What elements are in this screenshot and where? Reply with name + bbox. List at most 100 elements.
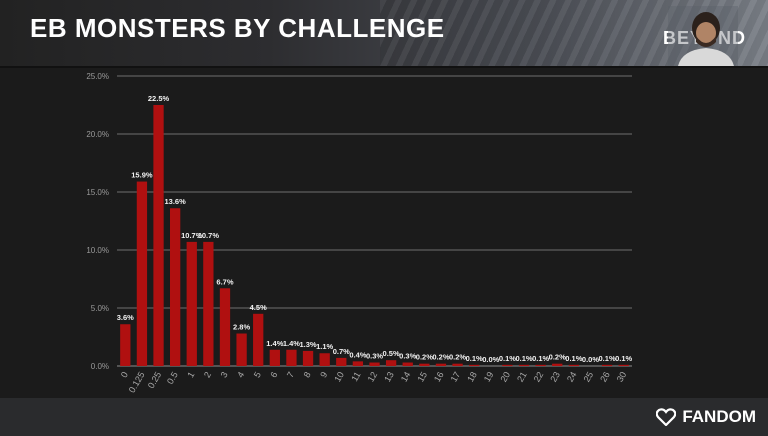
x-tick-label: 22 — [532, 370, 546, 384]
x-tick-label: 21 — [515, 370, 529, 384]
x-tick-label: 7 — [285, 370, 296, 379]
bar — [253, 313, 264, 366]
x-tick-label: 18 — [465, 370, 479, 384]
bar — [601, 364, 613, 366]
data-label: 1.4% — [283, 339, 300, 348]
data-label: 0.1% — [515, 354, 532, 363]
data-label: 1.1% — [316, 342, 333, 351]
bar — [618, 364, 629, 366]
slide-header: EB MONSTERS BY CHALLENGE BEYOND — [0, 0, 768, 68]
x-tick-label: 1 — [185, 370, 196, 379]
bar — [452, 363, 463, 366]
bar — [435, 363, 447, 366]
bar — [302, 350, 314, 366]
heart-icon — [656, 408, 677, 426]
data-label: 22.5% — [148, 94, 170, 103]
bar — [419, 363, 430, 366]
data-label: 15.9% — [131, 171, 153, 180]
data-label: 0.5% — [383, 349, 400, 358]
data-label: 13.6% — [165, 197, 187, 206]
data-label: 0.7% — [333, 347, 350, 356]
presenter-webcam — [668, 6, 738, 66]
bar — [502, 364, 513, 366]
data-label: 0.1% — [499, 354, 516, 363]
data-label: 0.0% — [582, 355, 599, 364]
y-tick-label: 20.0% — [86, 130, 109, 139]
data-label: 6.7% — [216, 277, 233, 286]
x-tick-label: 26 — [598, 370, 612, 384]
bar — [535, 364, 546, 366]
y-tick-label: 0.0% — [91, 362, 109, 371]
bar — [352, 361, 364, 366]
x-tick-label: 8 — [302, 370, 313, 379]
x-tick-label: 0.5 — [165, 370, 180, 386]
y-tick-label: 15.0% — [86, 188, 109, 197]
bar — [203, 241, 214, 366]
x-tick-label: 23 — [548, 370, 562, 384]
x-tick-label: 13 — [382, 370, 396, 384]
x-tick-label: 2 — [202, 370, 213, 379]
x-tick-label: 20 — [498, 370, 512, 384]
data-label: 0.0% — [482, 355, 499, 364]
data-label: 10.7% — [181, 231, 203, 240]
bar — [186, 241, 197, 366]
x-tick-label: 12 — [366, 370, 380, 384]
bar — [385, 360, 397, 366]
x-tick-label: 15 — [415, 370, 429, 384]
x-tick-label: 5 — [252, 370, 263, 379]
fandom-logo: FANDOM — [656, 407, 756, 427]
bar — [518, 364, 530, 366]
bar — [319, 353, 330, 366]
bar — [120, 324, 131, 366]
y-tick-label: 10.0% — [86, 246, 109, 255]
data-label: 1.3% — [299, 340, 316, 349]
data-label: 1.4% — [266, 339, 283, 348]
x-tick-label: 9 — [318, 370, 329, 379]
data-label: 0.3% — [366, 352, 383, 361]
x-tick-label: 0.125 — [127, 370, 147, 395]
x-tick-label: 19 — [482, 370, 496, 384]
data-label: 0.1% — [532, 354, 549, 363]
x-tick-label: 24 — [565, 370, 579, 384]
data-label: 0.2% — [432, 353, 449, 362]
x-tick-label: 0 — [119, 370, 130, 379]
data-label: 10.7% — [198, 231, 220, 240]
data-label: 0.1% — [466, 354, 483, 363]
x-tick-label: 17 — [449, 370, 463, 384]
x-tick-label: 0.25 — [146, 370, 163, 390]
data-label: 0.1% — [599, 354, 616, 363]
data-label: 4.5% — [250, 303, 267, 312]
y-tick-label: 25.0% — [86, 72, 109, 81]
data-label: 2.8% — [233, 323, 250, 332]
bar — [236, 333, 247, 366]
slide-title: EB MONSTERS BY CHALLENGE — [30, 13, 445, 43]
bar-chart: 0.0%5.0%10.0%15.0%20.0%25.0%3.6%015.9%0.… — [86, 72, 632, 395]
bar — [269, 349, 280, 366]
bar — [169, 208, 181, 366]
data-label: 0.3% — [399, 352, 416, 361]
bar — [402, 362, 413, 366]
data-label: 0.1% — [615, 354, 632, 363]
bar — [469, 364, 480, 366]
x-tick-label: 14 — [399, 370, 413, 384]
bar — [552, 363, 563, 366]
x-tick-label: 16 — [432, 370, 446, 384]
x-tick-label: 25 — [582, 370, 596, 384]
bar — [153, 105, 164, 366]
data-label: 3.6% — [117, 313, 134, 322]
bar — [568, 364, 580, 366]
x-tick-label: 10 — [332, 370, 346, 384]
y-tick-label: 5.0% — [91, 304, 109, 313]
data-label: 0.1% — [565, 354, 582, 363]
data-label: 0.2% — [549, 353, 566, 362]
chart-panel: 0.0% 5.0% 10.0% 15.0% 20.0% 25.0% 3.6% 0 15.9% 0.… — [0, 68, 768, 398]
x-tick-label: 11 — [349, 370, 362, 383]
slide-footer: FANDOM — [0, 398, 768, 436]
x-tick-label: 4 — [235, 370, 246, 379]
bar — [219, 288, 231, 366]
bar — [286, 349, 297, 366]
fandom-label: FANDOM — [682, 407, 756, 426]
bar — [136, 181, 148, 366]
x-tick-label: 30 — [615, 370, 629, 384]
bar — [336, 357, 347, 366]
